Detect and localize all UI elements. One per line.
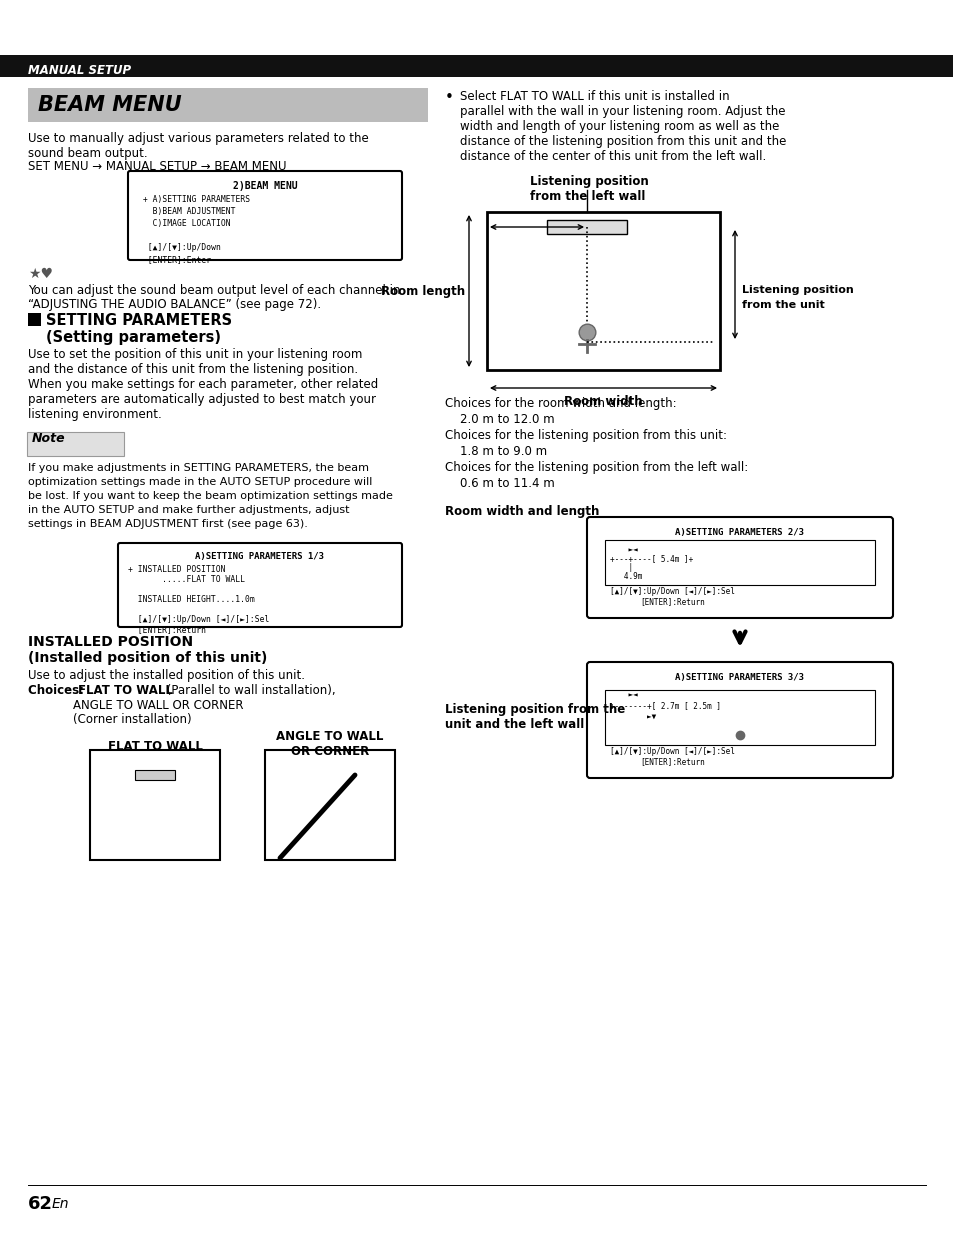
Text: ►◄: ►◄ (609, 545, 638, 554)
Text: Listening position: Listening position (741, 286, 853, 295)
Text: INSTALLED POSITION: INSTALLED POSITION (28, 635, 193, 649)
Text: [ENTER]:Enter: [ENTER]:Enter (138, 255, 211, 265)
Bar (604, 690, 874, 745)
Text: [ENTER]:Return: [ENTER]:Return (639, 597, 704, 606)
Text: 2)BEAM MENU: 2)BEAM MENU (233, 180, 297, 192)
Text: MANUAL SETUP: MANUAL SETUP (28, 63, 131, 77)
Text: settings in BEAM ADJUSTMENT first (see page 63).: settings in BEAM ADJUSTMENT first (see p… (28, 519, 308, 529)
Text: Use to manually adjust various parameters related to the: Use to manually adjust various parameter… (28, 132, 369, 145)
Text: 1.8 m to 9.0 m: 1.8 m to 9.0 m (444, 445, 547, 459)
Text: unit and the left wall: unit and the left wall (444, 718, 583, 730)
Text: be lost. If you want to keep the beam optimization settings made: be lost. If you want to keep the beam op… (28, 491, 393, 501)
Text: +---+----[ 5.4m ]+: +---+----[ 5.4m ]+ (609, 554, 693, 564)
Text: Choices:: Choices: (28, 684, 88, 697)
Text: FLAT TO WALL: FLAT TO WALL (108, 740, 202, 753)
Text: Choices for the listening position from this unit:: Choices for the listening position from … (444, 429, 726, 442)
FancyBboxPatch shape (128, 171, 401, 260)
Text: optimization settings made in the AUTO SETUP procedure will: optimization settings made in the AUTO S… (28, 477, 372, 487)
Text: (Installed position of this unit): (Installed position of this unit) (28, 651, 267, 665)
Text: (Corner installation): (Corner installation) (28, 713, 192, 726)
Text: A)SETTING PARAMETERS 3/3: A)SETTING PARAMETERS 3/3 (675, 672, 803, 682)
Text: B)BEAM ADJUSTMENT: B)BEAM ADJUSTMENT (138, 206, 235, 216)
Text: BEAM MENU: BEAM MENU (38, 95, 182, 115)
Text: ►◄: ►◄ (609, 690, 638, 700)
Bar (135, 770, 174, 780)
Text: Select FLAT TO WALL if this unit is installed in: Select FLAT TO WALL if this unit is inst… (459, 90, 729, 103)
Text: Choices for the listening position from the left wall:: Choices for the listening position from … (444, 461, 747, 473)
Text: (Setting parameters): (Setting parameters) (46, 330, 221, 345)
FancyBboxPatch shape (586, 517, 892, 618)
Text: ANGLE TO WALL OR CORNER: ANGLE TO WALL OR CORNER (28, 700, 243, 712)
Bar (28, 88, 428, 122)
Text: [ENTER]:Return: [ENTER]:Return (128, 625, 206, 634)
Text: |: | (609, 564, 633, 572)
Text: [▲]/[▼]:Up/Down [◄]/[►]:Sel: [▲]/[▼]:Up/Down [◄]/[►]:Sel (128, 616, 269, 624)
Text: SET MENU → MANUAL SETUP → BEAM MENU: SET MENU → MANUAL SETUP → BEAM MENU (28, 159, 286, 173)
Bar (546, 220, 626, 234)
Bar (0, 54, 953, 77)
Text: “ADJUSTING THE AUDIO BALANCE” (see page 72).: “ADJUSTING THE AUDIO BALANCE” (see page … (28, 298, 321, 311)
Bar (90, 750, 220, 860)
Text: [ENTER]:Return: [ENTER]:Return (639, 756, 704, 766)
Bar (486, 213, 720, 370)
Text: 62: 62 (28, 1195, 53, 1213)
Text: 0.6 m to 11.4 m: 0.6 m to 11.4 m (444, 477, 554, 489)
Text: 4.9m: 4.9m (609, 572, 641, 581)
Text: C)IMAGE LOCATION: C)IMAGE LOCATION (138, 219, 231, 227)
Text: parallel with the wall in your listening room. Adjust the: parallel with the wall in your listening… (459, 105, 784, 117)
Text: Room width: Room width (563, 396, 641, 408)
Text: Use to adjust the installed position of this unit.: Use to adjust the installed position of … (28, 669, 305, 682)
Text: Note: Note (32, 433, 66, 445)
Text: Listening position from the: Listening position from the (444, 703, 624, 716)
Text: + INSTALLED POSITION: + INSTALLED POSITION (128, 565, 225, 574)
Text: When you make settings for each parameter, other related: When you make settings for each paramete… (28, 378, 377, 391)
Text: 2.0 m to 12.0 m: 2.0 m to 12.0 m (444, 413, 554, 426)
Text: (Parallel to wall installation),: (Parallel to wall installation), (163, 684, 335, 697)
Text: and the distance of this unit from the listening position.: and the distance of this unit from the l… (28, 363, 357, 376)
Text: + A)SETTING PARAMETERS: + A)SETTING PARAMETERS (138, 195, 250, 204)
Text: distance of the center of this unit from the left wall.: distance of the center of this unit from… (459, 150, 765, 163)
Bar (265, 750, 395, 860)
Text: FLAT TO WALL: FLAT TO WALL (78, 684, 172, 697)
Text: Room length: Room length (380, 286, 464, 299)
Text: ►▼: ►▼ (609, 712, 656, 721)
Text: A)SETTING PARAMETERS 1/3: A)SETTING PARAMETERS 1/3 (195, 552, 324, 561)
Bar (604, 540, 874, 585)
Text: INSTALLED HEIGHT....1.0m: INSTALLED HEIGHT....1.0m (128, 595, 254, 604)
Text: [▲]/[▼]:Up/Down [◄]/[►]:Sel: [▲]/[▼]:Up/Down [◄]/[►]:Sel (609, 587, 734, 596)
Bar (28, 313, 41, 326)
Text: You can adjust the sound beam output level of each channel in: You can adjust the sound beam output lev… (28, 284, 400, 297)
Text: [▲]/[▼]:Up/Down: [▲]/[▼]:Up/Down (138, 243, 221, 252)
Text: sound beam output.: sound beam output. (28, 147, 148, 159)
Text: SETTING PARAMETERS: SETTING PARAMETERS (46, 313, 232, 328)
Text: A)SETTING PARAMETERS 2/3: A)SETTING PARAMETERS 2/3 (675, 528, 803, 536)
Text: Room width and length: Room width and length (444, 506, 598, 518)
Text: from the unit: from the unit (741, 300, 824, 310)
Text: [▲]/[▼]:Up/Down [◄]/[►]:Sel: [▲]/[▼]:Up/Down [◄]/[►]:Sel (609, 747, 734, 756)
Text: from the left wall: from the left wall (530, 190, 644, 203)
Text: distance of the listening position from this unit and the: distance of the listening position from … (459, 135, 785, 148)
Text: .....FLAT TO WALL: .....FLAT TO WALL (128, 575, 245, 583)
Text: width and length of your listening room as well as the: width and length of your listening room … (459, 120, 779, 133)
FancyBboxPatch shape (27, 433, 124, 456)
Text: Use to set the position of this unit in your listening room: Use to set the position of this unit in … (28, 349, 362, 361)
Text: listening environment.: listening environment. (28, 408, 162, 421)
Text: +-------+[ 2.7m [ 2.5m ]: +-------+[ 2.7m [ 2.5m ] (609, 701, 720, 709)
Text: En: En (52, 1196, 70, 1211)
Text: If you make adjustments in SETTING PARAMETERS, the beam: If you make adjustments in SETTING PARAM… (28, 464, 369, 473)
Text: ANGLE TO WALL
OR CORNER: ANGLE TO WALL OR CORNER (276, 730, 383, 758)
Text: Listening position: Listening position (530, 176, 648, 188)
FancyBboxPatch shape (586, 662, 892, 777)
Text: •: • (444, 90, 454, 105)
Text: ★♥: ★♥ (28, 267, 53, 281)
Text: in the AUTO SETUP and make further adjustments, adjust: in the AUTO SETUP and make further adjus… (28, 506, 349, 515)
Text: parameters are automatically adjusted to best match your: parameters are automatically adjusted to… (28, 393, 375, 405)
FancyBboxPatch shape (118, 543, 401, 627)
Text: Choices for the room width and length:: Choices for the room width and length: (444, 397, 676, 410)
